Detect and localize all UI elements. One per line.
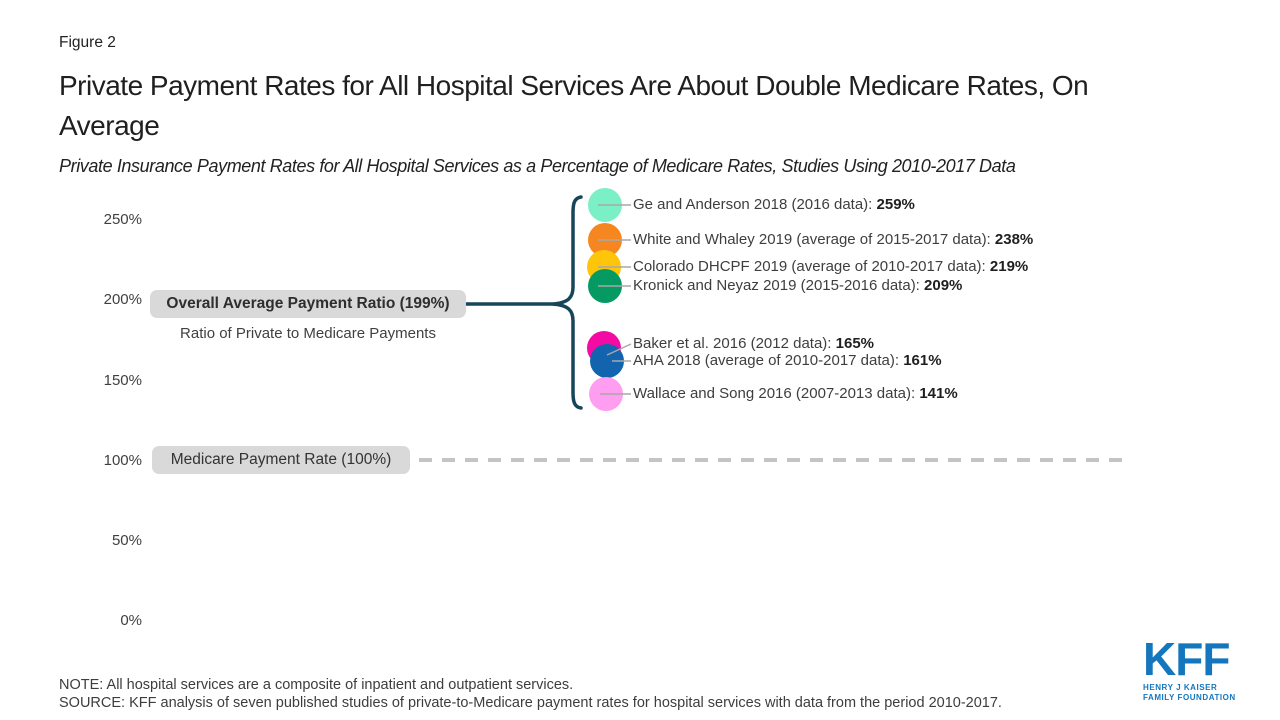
- study-label: White and Whaley 2019 (average of 2015-2…: [633, 231, 995, 248]
- study-value: 259%: [876, 196, 915, 213]
- study-label: AHA 2018 (average of 2010-2017 data):: [633, 352, 904, 369]
- overall-average-box: Overall Average Payment Ratio (199%): [150, 290, 466, 318]
- kff-logo: KFF HENRY J KAISER FAMILY FOUNDATION: [1143, 636, 1263, 702]
- study-row-kronick-neyaz: Kronick and Neyaz 2019 (2015-2016 data):…: [633, 277, 962, 295]
- footnotes: NOTE: All hospital services are a compos…: [59, 677, 1002, 712]
- study-row-baker: Baker et al. 2016 (2012 data): 165%: [633, 335, 874, 353]
- figure-number: Figure 2: [59, 34, 116, 51]
- study-row-white-whaley: White and Whaley 2019 (average of 2015-2…: [633, 231, 1033, 249]
- y-tick-250: 250%: [103, 211, 142, 228]
- y-tick-0: 0%: [120, 612, 142, 629]
- kff-logo-text: KFF: [1143, 633, 1230, 685]
- study-label: Kronick and Neyaz 2019 (2015-2016 data):: [633, 277, 925, 294]
- study-value: 161%: [903, 352, 942, 369]
- y-tick-200: 200%: [103, 291, 142, 308]
- study-value: 219%: [989, 258, 1029, 275]
- y-tick-50: 50%: [111, 532, 142, 549]
- study-label: Wallace and Song 2016 (2007-2013 data):: [633, 385, 920, 402]
- note-line: NOTE: All hospital services are a compos…: [59, 677, 574, 693]
- study-value: 238%: [994, 231, 1034, 248]
- dot-aha: [590, 344, 624, 378]
- study-label: Baker et al. 2016 (2012 data):: [633, 335, 836, 352]
- study-value: 165%: [835, 335, 875, 352]
- kff-logo-line2: FAMILY FOUNDATION: [1143, 693, 1236, 702]
- kff-logo-line1: HENRY J KAISER: [1143, 683, 1218, 692]
- study-row-colorado-dhcpf: Colorado DHCPF 2019 (average of 2010-201…: [633, 258, 1028, 276]
- study-row-aha: AHA 2018 (average of 2010-2017 data): 16…: [633, 352, 942, 370]
- study-row-wallace-song: Wallace and Song 2016 (2007-2013 data): …: [633, 385, 958, 403]
- y-tick-150: 150%: [103, 372, 142, 389]
- medicare-rate-box: Medicare Payment Rate (100%): [152, 446, 410, 474]
- study-value: 209%: [924, 277, 963, 294]
- leader-baker: [606, 343, 632, 356]
- study-value: 141%: [919, 385, 958, 402]
- source-line: SOURCE: KFF analysis of seven published …: [59, 694, 1002, 711]
- brace: [550, 195, 583, 410]
- figure-title: Private Payment Rates for All Hospital S…: [59, 70, 1089, 141]
- y-tick-100: 100%: [103, 452, 142, 469]
- figure-subtitle: Private Insurance Payment Rates for All …: [59, 156, 1016, 176]
- study-label: Ge and Anderson 2018 (2016 data):: [633, 196, 877, 213]
- overall-average-caption: Ratio of Private to Medicare Payments: [180, 325, 436, 342]
- study-label: Colorado DHCPF 2019 (average of 2010-201…: [633, 258, 990, 275]
- study-row-ge-anderson: Ge and Anderson 2018 (2016 data): 259%: [633, 196, 915, 214]
